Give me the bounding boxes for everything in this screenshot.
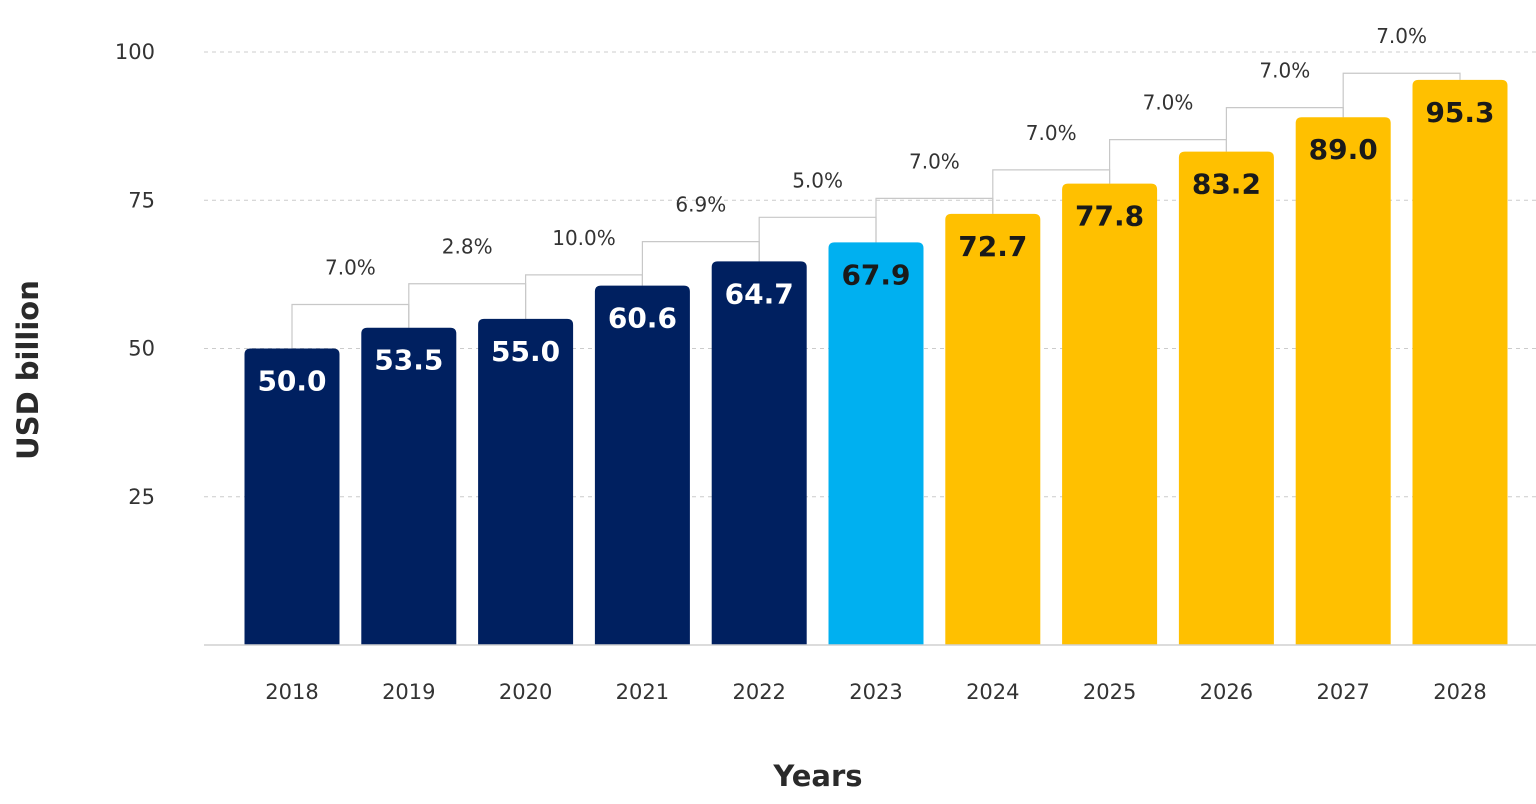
value-label-2023: 67.9 [841, 258, 910, 291]
bar-2024 [945, 213, 1041, 645]
bar-2018 [244, 348, 340, 645]
y-tick-label-75: 75 [128, 188, 155, 212]
bar-2023 [828, 242, 924, 645]
growth-label-2022: 6.9% [675, 193, 726, 217]
growth-label-2026: 7.0% [1143, 91, 1194, 115]
value-label-2026: 83.2 [1192, 168, 1261, 201]
bar-2025 [1062, 183, 1158, 645]
x-tick-label-2027: 2027 [1316, 680, 1369, 704]
y-axis-ticks: 25 50 75 100 [115, 40, 155, 509]
x-tick-label-2026: 2026 [1200, 680, 1253, 704]
x-axis-ticks: 2018 2019 2020 2021 2022 2023 2024 2025 2026 2027… [265, 680, 1486, 704]
growth-label-2023: 5.0% [792, 168, 843, 192]
y-tick-label-100: 100 [115, 40, 155, 64]
bar-2028 [1412, 79, 1508, 646]
growth-label-2024: 7.0% [909, 149, 960, 173]
x-axis-title: Years [772, 759, 862, 793]
value-label-2021: 60.6 [608, 302, 677, 335]
bar-2019 [361, 327, 457, 645]
bar-2027 [1295, 117, 1391, 646]
bar-2020 [478, 318, 574, 645]
value-label-2028: 95.3 [1425, 96, 1494, 129]
x-tick-label-2022: 2022 [732, 680, 785, 704]
value-label-2024: 72.7 [958, 230, 1027, 263]
value-label-2025: 77.8 [1075, 200, 1144, 233]
growth-label-2028: 7.0% [1376, 24, 1427, 48]
growth-label-2027: 7.0% [1259, 59, 1310, 83]
value-label-2027: 89.0 [1309, 133, 1378, 166]
growth-connectors: 7.0% 2.8% 10.0% 6.9% 5.0% 7.0% 7.0% 7.0% 7.0% 7.0… [291, 24, 1461, 349]
y-tick-label-25: 25 [128, 485, 155, 509]
growth-label-2020: 2.8% [442, 235, 493, 259]
x-tick-label-2021: 2021 [616, 680, 669, 704]
x-tick-label-2028: 2028 [1433, 680, 1486, 704]
x-tick-label-2019: 2019 [382, 680, 435, 704]
growth-label-2025: 7.0% [1026, 121, 1077, 145]
y-tick-label-50: 50 [128, 337, 155, 361]
growth-label-2021: 10.0% [552, 226, 616, 250]
value-label-2019: 53.5 [374, 344, 443, 377]
value-label-2022: 64.7 [725, 277, 794, 310]
growth-connector-10 [1342, 72, 1461, 118]
growth-label-2019: 7.0% [325, 256, 376, 280]
bar-2021 [594, 285, 690, 645]
x-tick-label-2024: 2024 [966, 680, 1019, 704]
value-label-2020: 55.0 [491, 335, 560, 368]
x-tick-label-2018: 2018 [265, 680, 318, 704]
x-tick-label-2020: 2020 [499, 680, 552, 704]
bar-2026 [1178, 151, 1274, 645]
x-tick-label-2023: 2023 [849, 680, 902, 704]
y-axis-title: USD billion [11, 280, 45, 460]
x-tick-label-2025: 2025 [1083, 680, 1136, 704]
bar-2022 [711, 261, 807, 645]
value-label-2018: 50.0 [257, 365, 326, 398]
bars: 50.0 53.5 55.0 60.6 64.7 67.9 72.7 77.8 83.2 89.0… [244, 79, 1508, 646]
